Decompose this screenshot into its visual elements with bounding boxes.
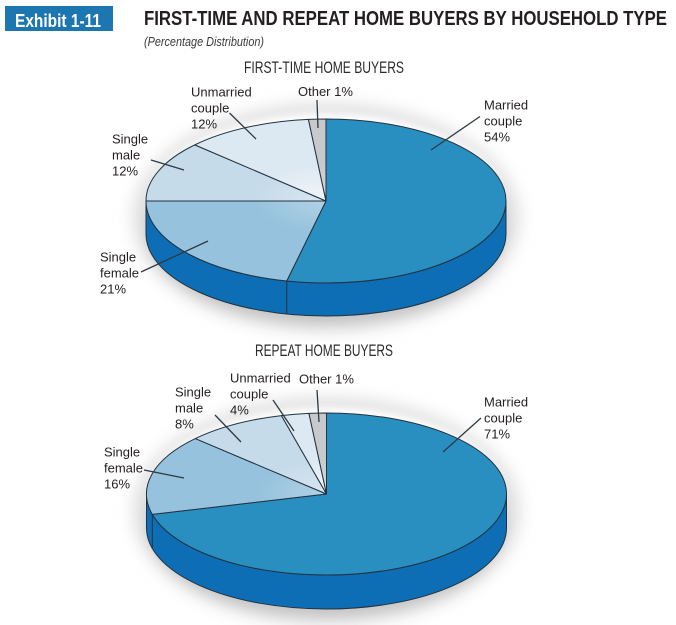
svg-text:couple: couple (191, 100, 229, 115)
svg-text:Married: Married (484, 98, 528, 113)
svg-text:54%: 54% (484, 130, 510, 145)
svg-text:16%: 16% (104, 477, 130, 492)
svg-text:12%: 12% (191, 116, 217, 131)
svg-text:Unmarried: Unmarried (230, 371, 291, 386)
svg-text:couple: couple (484, 114, 522, 129)
svg-text:FIRST-TIME HOME BUYERS: FIRST-TIME HOME BUYERS (244, 58, 404, 77)
svg-text:male: male (112, 148, 140, 163)
svg-text:Married: Married (484, 395, 528, 410)
svg-text:REPEAT HOME BUYERS: REPEAT HOME BUYERS (255, 341, 393, 360)
svg-text:71%: 71% (484, 427, 510, 442)
svg-text:female: female (104, 461, 143, 476)
svg-text:Other 1%: Other 1% (299, 372, 354, 387)
svg-text:Single: Single (100, 250, 136, 265)
svg-text:male: male (175, 401, 203, 416)
svg-text:8%: 8% (175, 417, 194, 432)
svg-text:4%: 4% (230, 403, 249, 418)
svg-text:Single: Single (104, 445, 140, 460)
svg-text:Other 1%: Other 1% (298, 84, 353, 99)
svg-text:(Percentage Distribution): (Percentage Distribution) (144, 35, 264, 49)
svg-text:couple: couple (230, 387, 268, 402)
svg-text:12%: 12% (112, 164, 138, 179)
svg-text:Unmarried: Unmarried (191, 84, 252, 99)
svg-text:FIRST-TIME AND REPEAT HOME BUY: FIRST-TIME AND REPEAT HOME BUYERS BY HOU… (144, 8, 667, 30)
svg-text:Single: Single (112, 132, 148, 147)
svg-text:couple: couple (484, 411, 522, 426)
svg-text:Exhibit 1-11: Exhibit 1-11 (15, 11, 101, 31)
svg-text:Single: Single (175, 385, 211, 400)
svg-text:21%: 21% (100, 282, 126, 297)
svg-text:female: female (100, 266, 139, 281)
